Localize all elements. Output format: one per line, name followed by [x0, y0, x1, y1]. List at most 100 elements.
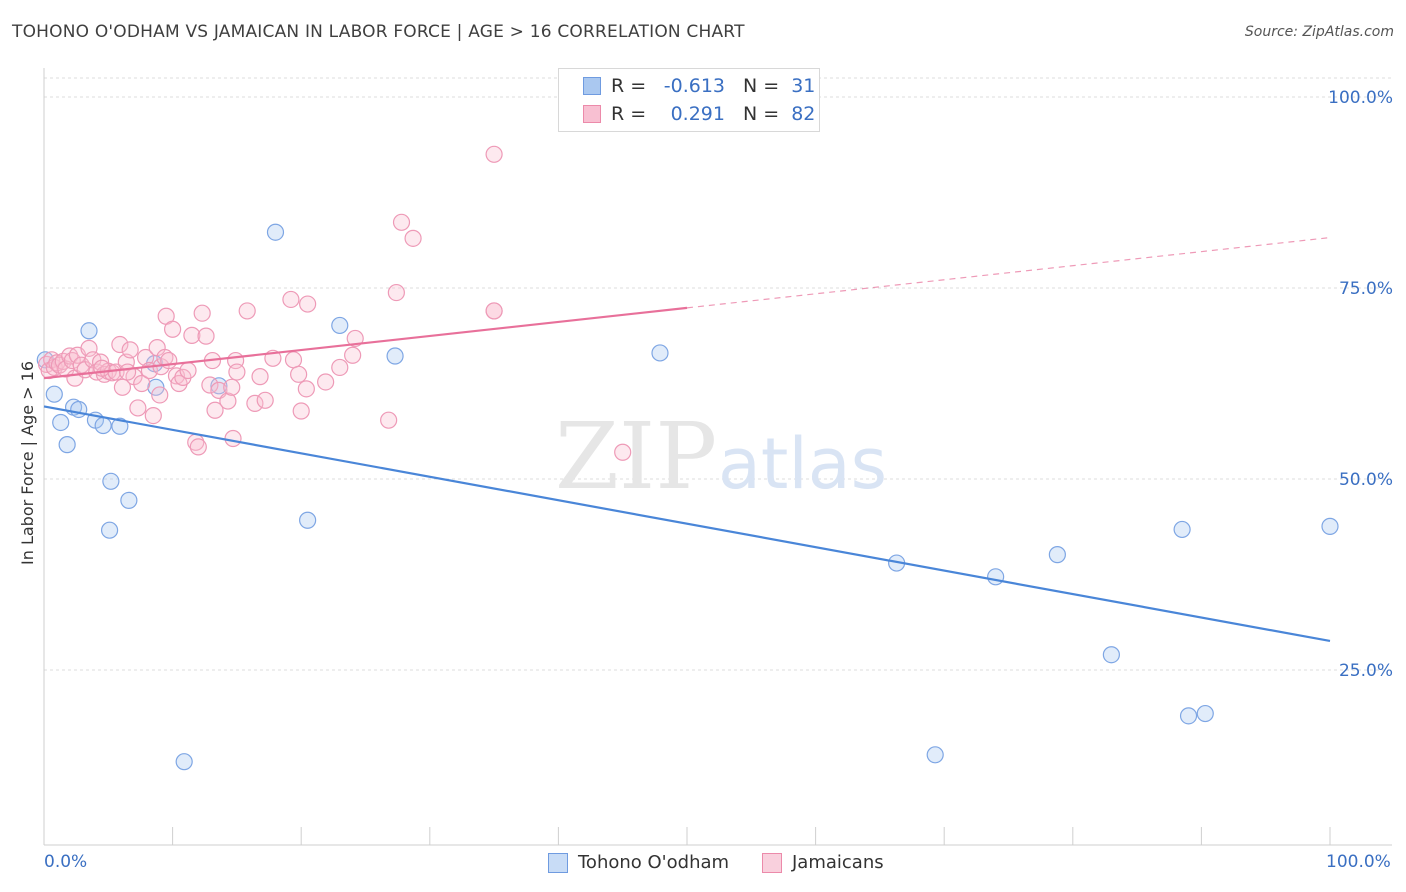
point-jamaican: [282, 290, 300, 309]
point-jamaican: [219, 392, 237, 410]
point-jamaican: [133, 374, 151, 393]
point-tohono: [266, 223, 285, 241]
legend-n-value: 82: [791, 103, 816, 125]
point-jamaican: [193, 304, 211, 322]
legend-row-jamaicans: R = 0.291 N = 82: [583, 102, 815, 126]
y-tick-label: 75.0%: [1339, 279, 1393, 299]
watermark-atlas: atlas: [718, 423, 887, 505]
watermark-zip: ZIP: [555, 403, 717, 510]
series-label: Jamaicans: [792, 852, 884, 873]
point-jamaican: [251, 368, 269, 386]
series-swatch-jamaicans: [762, 852, 782, 873]
trend-lines: [43, 236, 1331, 643]
point-tohono: [120, 491, 138, 509]
source-credit: Source: ZipAtlas.com: [1244, 24, 1394, 40]
point-jamaican: [164, 320, 182, 338]
point-jamaican: [284, 351, 303, 369]
legend-r-label: R =: [611, 75, 647, 97]
point-jamaican: [292, 402, 310, 420]
point-jamaican: [223, 378, 241, 396]
series-swatch-tohono: [548, 852, 568, 873]
trend-line-jamaican-extension: [686, 236, 1331, 309]
correlation-legend: R = -0.613 N = 31 R = 0.291 N = 82: [558, 68, 820, 132]
legend-row-tohono: R = -0.613 N = 31: [583, 74, 815, 98]
y-tick-label: 50.0%: [1339, 470, 1393, 490]
point-jamaican: [485, 145, 503, 163]
point-jamaican: [331, 358, 349, 377]
point-jamaican: [189, 438, 207, 456]
point-jamaican: [614, 443, 632, 461]
point-jamaican: [179, 361, 197, 380]
point-tohono: [926, 746, 944, 764]
x-tick-label-min: 0.0%: [44, 852, 88, 872]
point-tohono: [1102, 646, 1120, 664]
point-tohono: [987, 568, 1005, 586]
point-tohono: [175, 753, 193, 771]
point-jamaican: [297, 380, 315, 398]
point-tohono: [111, 417, 129, 435]
point-jamaican: [404, 229, 422, 247]
point-tohono: [100, 521, 119, 539]
point-jamaican: [183, 326, 201, 344]
point-jamaican: [228, 363, 246, 381]
point-tohono: [1196, 704, 1214, 723]
point-tohono: [1173, 520, 1191, 539]
point-tohono: [651, 344, 669, 362]
trend-line-jamaican: [43, 306, 688, 380]
point-tohono: [52, 413, 70, 432]
point-tohono: [45, 385, 63, 403]
legend-swatch-jamaicans: [583, 105, 601, 123]
point-tohono: [210, 377, 228, 395]
point-tohono: [299, 511, 317, 529]
point-jamaican: [197, 327, 215, 345]
y-tick-labels: 25.0% 50.0% 75.0% 100.0%: [1328, 88, 1393, 681]
point-jamaican: [93, 359, 111, 377]
watermark: ZIP atlas: [555, 403, 887, 510]
point-tohono: [331, 316, 349, 335]
point-jamaican: [151, 386, 169, 404]
point-jamaican: [201, 376, 219, 394]
point-jamaican: [256, 391, 274, 409]
point-tohono: [1048, 546, 1066, 564]
y-tick-label: 25.0%: [1339, 661, 1393, 681]
point-jamaican: [144, 406, 162, 425]
trend-line-tohono: [43, 405, 1331, 643]
point-jamaican: [485, 302, 503, 320]
legend-r-value: 0.291: [670, 103, 725, 125]
point-jamaican: [113, 378, 132, 396]
x-tick-label-max: 100.0%: [1326, 852, 1391, 872]
legend-n-label: N =: [743, 103, 780, 125]
point-tohono: [94, 416, 112, 435]
point-jamaican: [206, 401, 224, 419]
point-jamaican: [344, 346, 362, 364]
series-legend-jamaicans[interactable]: Jamaicans: [762, 852, 884, 873]
series-label: Tohono O'odham: [578, 852, 730, 873]
point-jamaican: [299, 295, 317, 313]
point-jamaican: [317, 373, 335, 391]
point-jamaican: [129, 399, 147, 417]
point-jamaican: [387, 283, 405, 302]
series-legend-tohono[interactable]: Tohono O'odham: [548, 852, 729, 873]
point-jamaican: [136, 348, 155, 367]
legend-n-label: N =: [743, 75, 780, 97]
point-tohono: [386, 347, 404, 365]
point-jamaican: [380, 411, 398, 429]
y-tick-label: 100.0%: [1328, 88, 1393, 108]
chart-title: TOHONO O'ODHAM VS JAMAICAN IN LABOR FORC…: [12, 22, 745, 42]
point-jamaican: [346, 329, 364, 348]
gridlines: [44, 77, 1392, 671]
point-jamaican: [111, 335, 129, 354]
legend-r-label: R =: [611, 103, 647, 125]
legend-swatch-tohono: [583, 77, 601, 95]
point-jamaican: [290, 365, 308, 383]
point-tohono: [58, 436, 76, 454]
point-jamaican: [121, 341, 139, 359]
point-jamaican: [118, 363, 137, 381]
point-tohono: [80, 322, 98, 340]
point-tohono: [1179, 707, 1198, 725]
point-jamaican: [246, 394, 264, 412]
point-jamaican: [392, 213, 411, 231]
series-legend: Tohono O'odham Jamaicans: [0, 852, 1406, 876]
point-tohono: [70, 400, 88, 419]
